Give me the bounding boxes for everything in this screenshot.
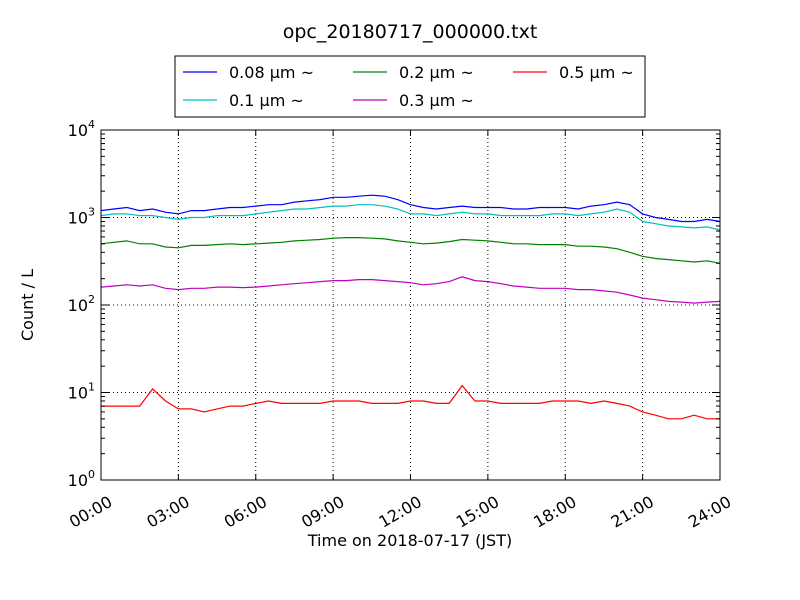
x-tick-labels: 00:00 03:00 06:00 09:00 12:00 15:00 18:00 21:00… <box>66 492 734 532</box>
x-axis-label: Time on 2018-07-17 (JST) <box>307 531 512 550</box>
y-tick-label: 104 <box>68 118 95 140</box>
y-tick-label-exponent: 0 <box>88 468 95 481</box>
y-tick-label-base: 10 <box>68 209 88 228</box>
series-layer <box>100 194 721 420</box>
y-tick-label: 103 <box>68 206 95 228</box>
y-tick-label: 102 <box>68 293 95 315</box>
y-axis-label: Count / L <box>18 269 37 341</box>
y-tick-label: 100 <box>68 468 95 490</box>
y-tick-label-base: 10 <box>68 121 88 140</box>
y-tick-label-exponent: 2 <box>88 293 95 306</box>
y-tick-label: 101 <box>68 381 95 403</box>
x-tick-label: 00:00 <box>66 492 115 532</box>
y-tick-label-exponent: 4 <box>88 118 95 131</box>
grid <box>101 130 720 480</box>
x-tick-label: 09:00 <box>298 492 347 532</box>
x-tick-label: 15:00 <box>453 492 502 532</box>
series-line-3 <box>100 276 721 304</box>
ticks <box>100 129 721 481</box>
legend-label: 0.08 μm ~ <box>229 63 314 82</box>
y-tick-label-exponent: 3 <box>88 206 95 219</box>
legend-label: 0.5 μm ~ <box>559 63 634 82</box>
x-tick-label: 24:00 <box>685 492 734 532</box>
y-tick-label-base: 10 <box>68 471 88 490</box>
series-line-1 <box>100 204 721 231</box>
chart-title: opc_20180717_000000.txt <box>283 21 538 43</box>
x-tick-label: 03:00 <box>143 492 192 532</box>
series-line-0 <box>100 194 721 223</box>
legend-label: 0.3 μm ~ <box>399 91 474 110</box>
series-line-2 <box>100 237 721 264</box>
legend-frame <box>174 55 646 118</box>
y-tick-label-exponent: 1 <box>88 381 95 394</box>
x-tick-label: 21:00 <box>608 492 657 532</box>
legend: 0.08 μm ~ 0.1 μm ~ 0.2 μm ~ 0.3 μm ~ 0.5 μm … <box>174 55 646 118</box>
x-tick-label: 18:00 <box>530 492 579 532</box>
x-tick-label: 06:00 <box>221 492 270 532</box>
y-tick-label-base: 10 <box>68 384 88 403</box>
series-line-4 <box>101 384 720 420</box>
legend-label: 0.1 μm ~ <box>229 91 304 110</box>
y-tick-label-base: 10 <box>68 296 88 315</box>
legend-label: 0.2 μm ~ <box>399 63 474 82</box>
x-tick-label: 12:00 <box>375 492 424 532</box>
